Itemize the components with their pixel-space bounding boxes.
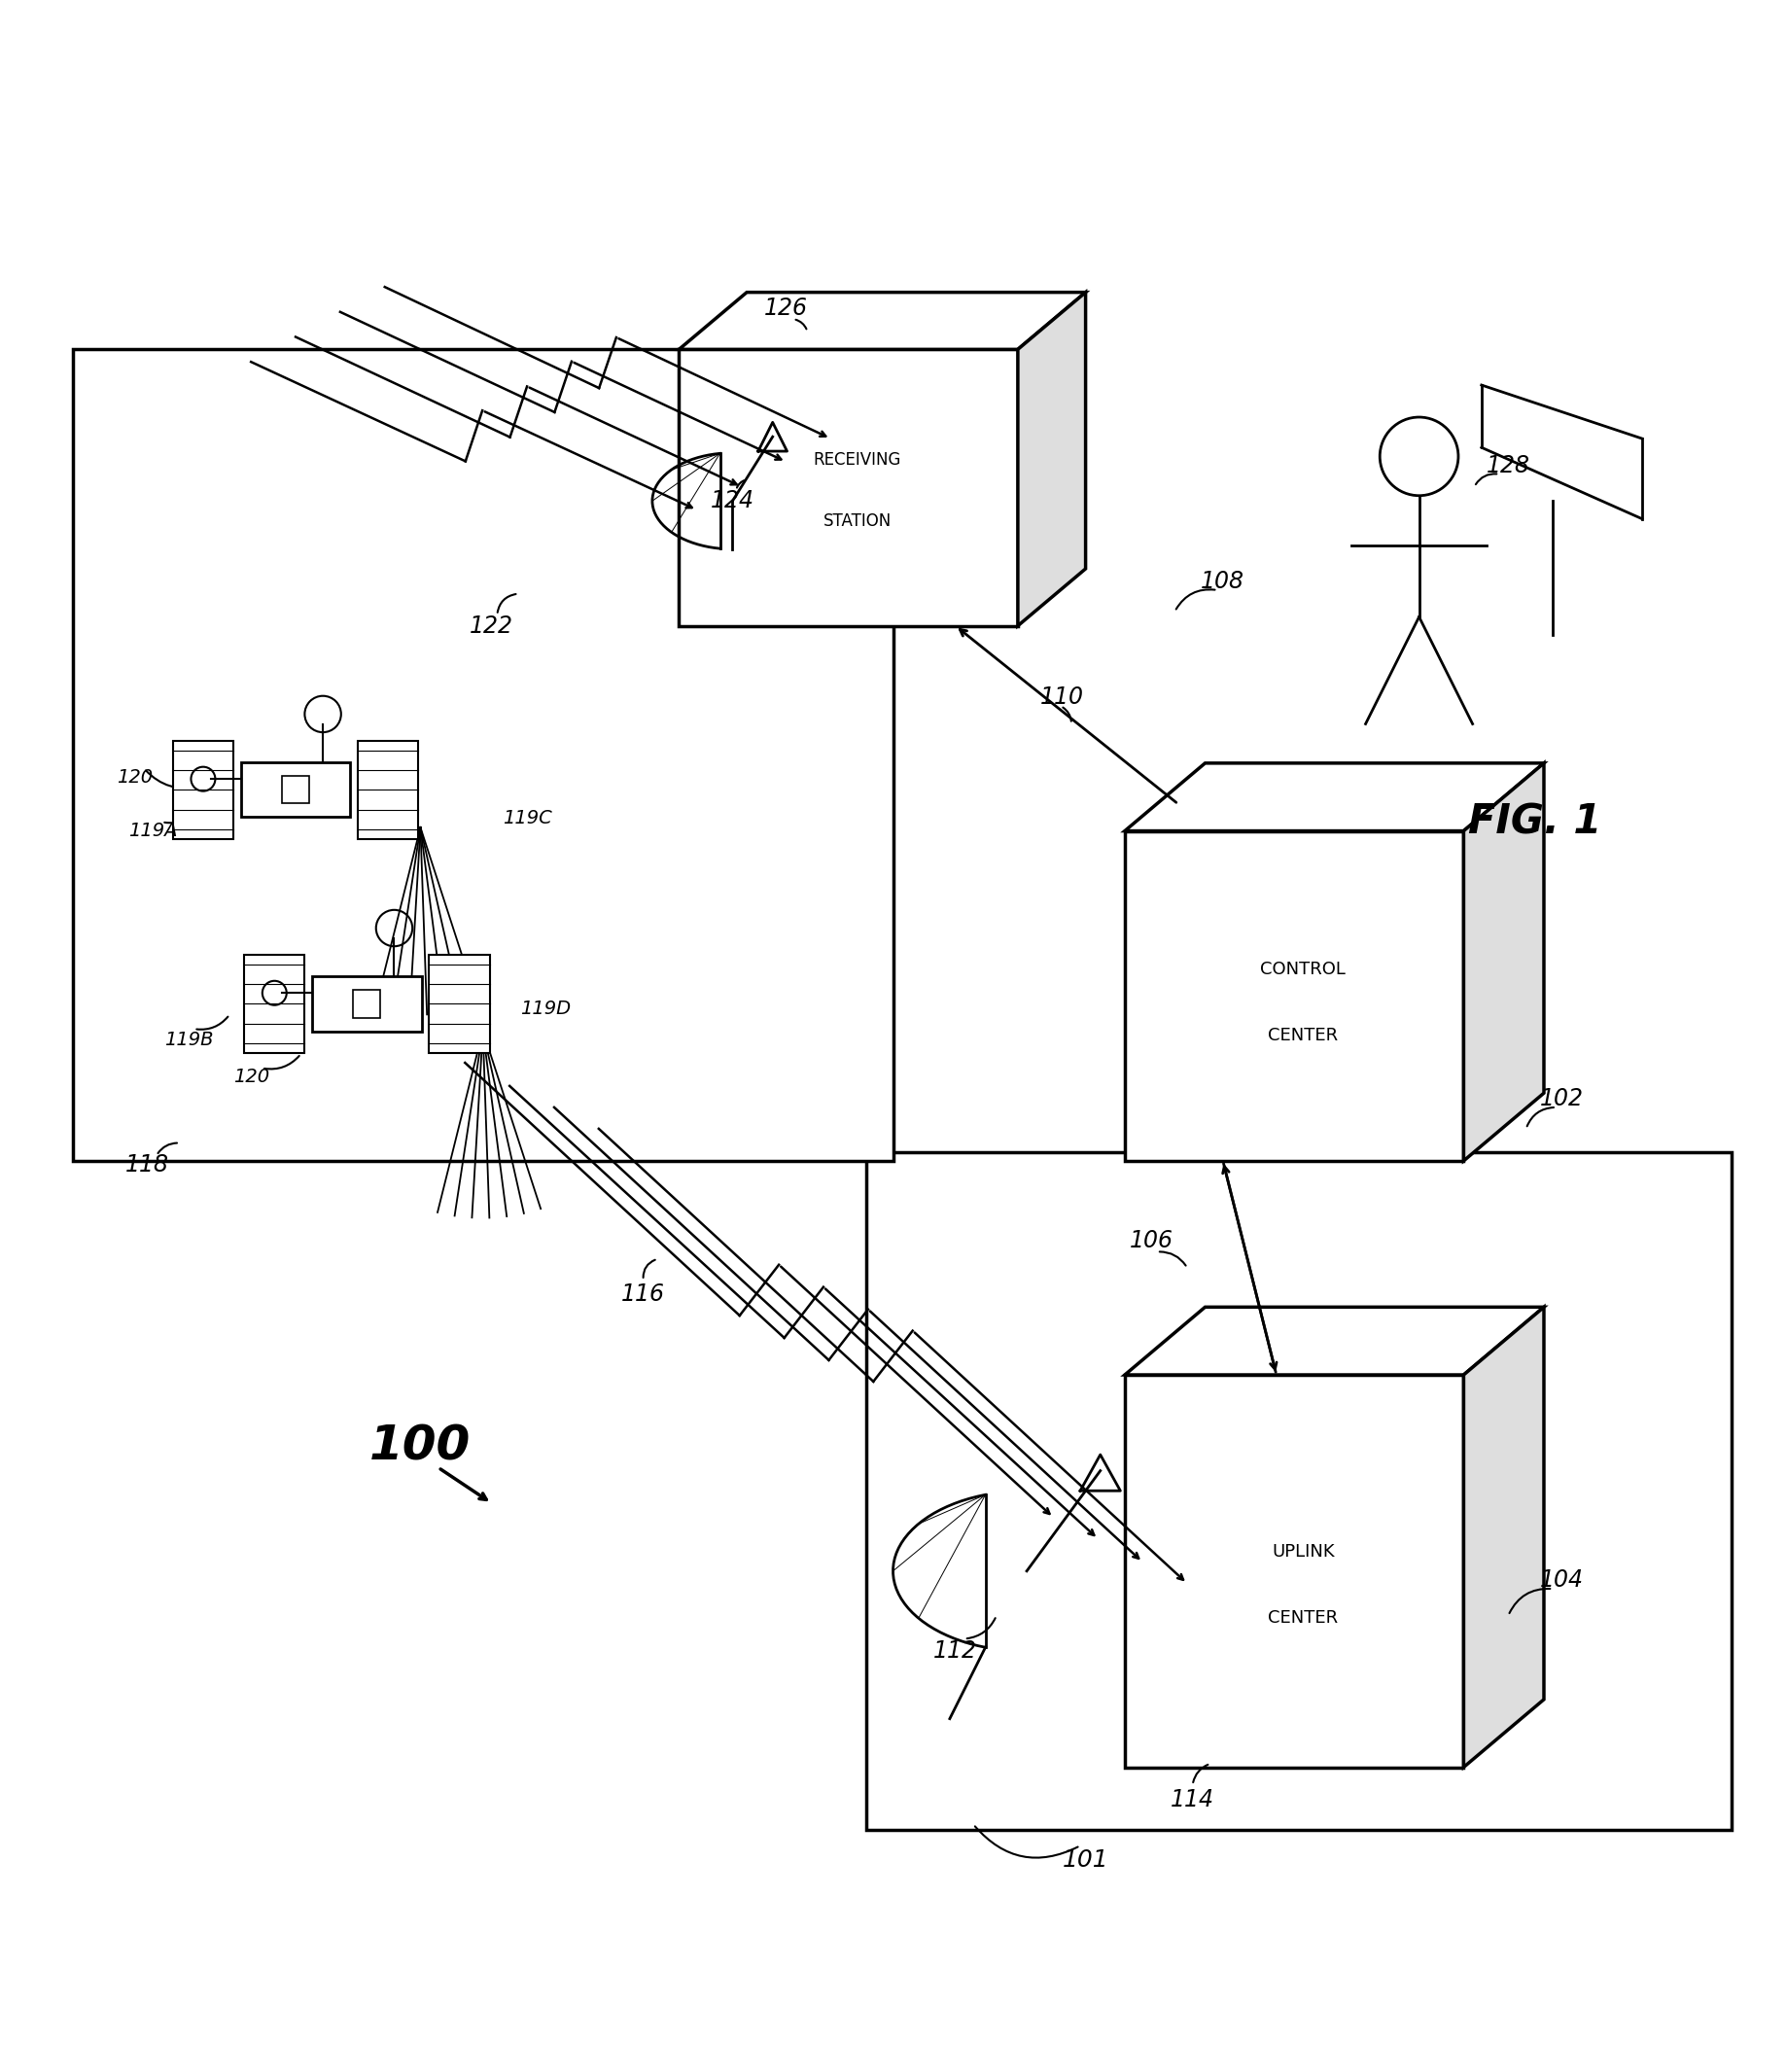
Text: 119B: 119B — [164, 1030, 213, 1048]
Text: 106: 106 — [1131, 1229, 1173, 1254]
Text: 100: 100 — [370, 1423, 472, 1469]
Text: 128: 128 — [1486, 454, 1531, 477]
Text: 119D: 119D — [520, 1001, 570, 1019]
Bar — [357, 740, 418, 839]
Text: CENTER: CENTER — [1268, 1028, 1338, 1044]
Text: 120: 120 — [232, 1067, 270, 1086]
Text: CONTROL: CONTROL — [1261, 961, 1347, 978]
Bar — [679, 350, 1018, 626]
Text: 124: 124 — [711, 489, 754, 512]
Text: 120: 120 — [118, 769, 154, 787]
Text: 102: 102 — [1540, 1086, 1584, 1111]
Text: STATION: STATION — [823, 512, 891, 530]
Polygon shape — [1125, 1307, 1543, 1376]
Text: 119A: 119A — [129, 823, 177, 839]
Bar — [429, 955, 489, 1053]
Text: 114: 114 — [1170, 1788, 1214, 1811]
Text: FIG. 1: FIG. 1 — [1468, 802, 1602, 843]
Text: CENTER: CENTER — [1268, 1610, 1338, 1627]
Text: 104: 104 — [1540, 1569, 1584, 1591]
Text: 101: 101 — [1063, 1848, 1109, 1871]
Text: 119C: 119C — [502, 810, 552, 827]
Text: 110: 110 — [1041, 686, 1084, 709]
Polygon shape — [1125, 762, 1543, 831]
Text: 108: 108 — [1200, 570, 1245, 593]
Bar — [73, 350, 893, 1160]
Bar — [282, 777, 309, 804]
Text: 112: 112 — [934, 1639, 977, 1664]
Bar — [241, 762, 350, 816]
Text: 116: 116 — [622, 1283, 664, 1305]
Text: 126: 126 — [764, 296, 807, 319]
Bar — [173, 740, 234, 839]
Polygon shape — [679, 292, 1086, 350]
Bar — [354, 990, 380, 1017]
Text: 122: 122 — [470, 613, 514, 638]
Bar — [313, 976, 421, 1032]
Text: 118: 118 — [125, 1152, 170, 1177]
Bar — [866, 1152, 1731, 1830]
Text: UPLINK: UPLINK — [1272, 1544, 1334, 1560]
Bar — [245, 955, 305, 1053]
Text: RECEIVING: RECEIVING — [813, 452, 902, 468]
Bar — [1125, 1376, 1465, 1767]
Polygon shape — [1018, 292, 1086, 626]
Bar — [1125, 831, 1465, 1160]
Polygon shape — [1465, 762, 1543, 1160]
Polygon shape — [1465, 1307, 1543, 1767]
